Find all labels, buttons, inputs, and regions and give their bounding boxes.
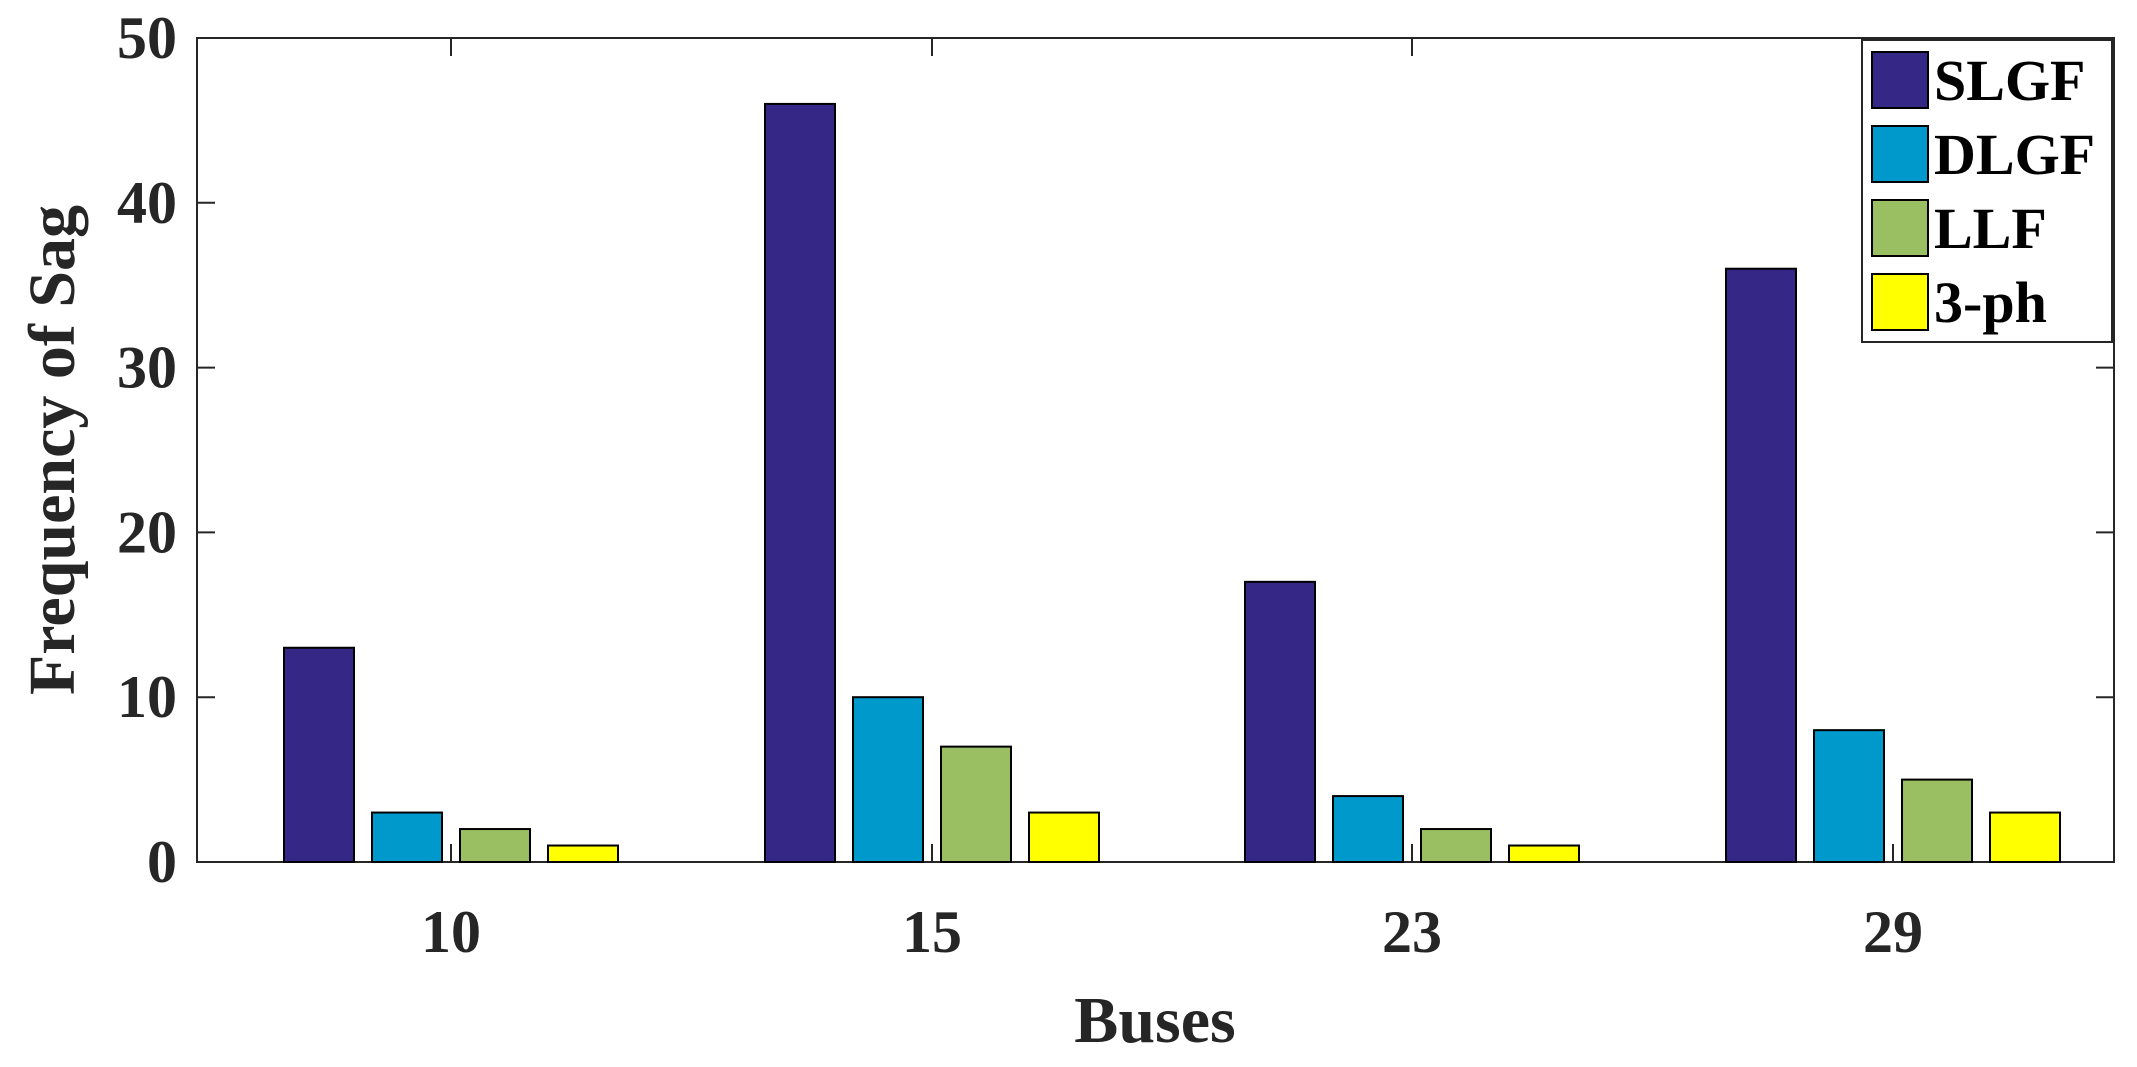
x-tick-label: 15	[902, 899, 962, 965]
bar-3-ph-23	[1508, 844, 1580, 864]
bar-slgf-10	[283, 646, 355, 864]
bar-llf-29	[1901, 778, 1973, 863]
bar-llf-10	[459, 828, 531, 863]
legend-swatch-3-ph	[1871, 273, 1929, 331]
y-axis: 0 10 20 30 40 50	[117, 5, 2114, 895]
bar-dlgf-15	[852, 696, 924, 864]
bar-dlgf-23	[1332, 795, 1404, 864]
bar-llf-15	[940, 745, 1012, 864]
y-tick-label: 10	[117, 664, 177, 730]
bars-group	[283, 102, 2061, 864]
bar-3-ph-10	[547, 844, 619, 864]
x-axis: 10 15 23 29	[421, 38, 1923, 965]
y-axis-label: Frequency of Sag	[16, 205, 89, 695]
legend-swatch-slgf	[1871, 51, 1929, 109]
y-tick-label: 0	[147, 829, 177, 895]
legend-label-dlgf: DLGF	[1934, 122, 2095, 187]
legend-swatch-llf	[1871, 199, 1929, 257]
y-tick-label: 20	[117, 499, 177, 565]
x-tick-label: 23	[1382, 899, 1442, 965]
x-axis-label: Buses	[1074, 984, 1235, 1057]
y-tick-label: 30	[117, 335, 177, 401]
bar-slgf-29	[1725, 267, 1797, 864]
y-tick-label: 40	[117, 170, 177, 236]
bar-dlgf-10	[371, 811, 443, 863]
legend-swatch-dlgf	[1871, 125, 1929, 183]
bar-slgf-23	[1244, 580, 1316, 864]
bar-3-ph-29	[1989, 811, 2061, 863]
bar-dlgf-29	[1813, 729, 1885, 863]
bar-llf-23	[1420, 828, 1492, 863]
bar-3-ph-15	[1028, 811, 1100, 863]
legend-label-slgf: SLGF	[1934, 48, 2086, 113]
x-tick-label: 29	[1863, 899, 1923, 965]
legend: SLGF DLGF LLF 3-ph	[1861, 39, 2113, 343]
legend-label-llf: LLF	[1934, 196, 2047, 261]
x-tick-label: 10	[421, 899, 481, 965]
bar-slgf-15	[764, 102, 836, 864]
legend-label-3-ph: 3-ph	[1934, 270, 2047, 335]
y-tick-label: 50	[117, 5, 177, 71]
